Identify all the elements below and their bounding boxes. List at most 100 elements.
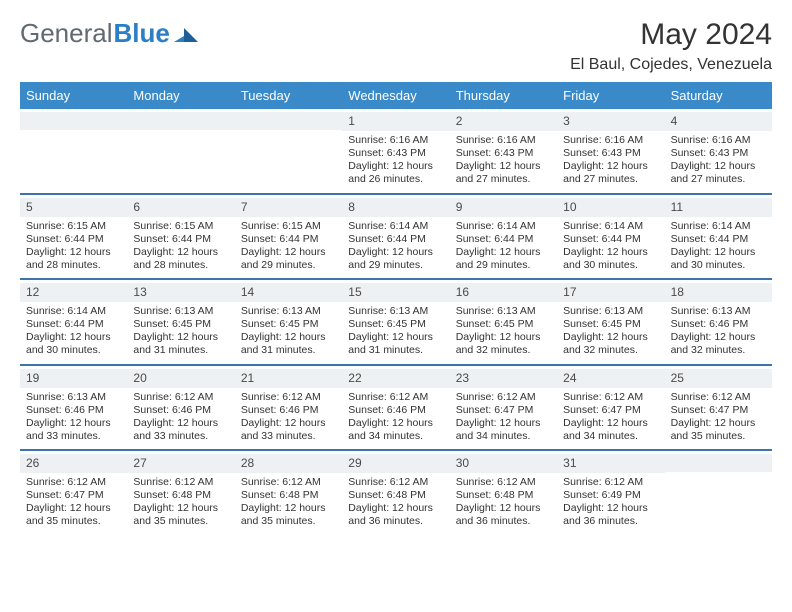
day-number: 15	[342, 283, 449, 302]
daylight-line: Daylight: 12 hours and 30 minutes.	[563, 246, 658, 272]
daylight-line: Daylight: 12 hours and 35 minutes.	[26, 502, 121, 528]
day-number: 26	[20, 454, 127, 473]
daylight-line: Daylight: 12 hours and 26 minutes.	[348, 160, 443, 186]
day-body: Sunrise: 6:13 AMSunset: 6:45 PMDaylight:…	[133, 305, 228, 358]
daylight-line: Daylight: 12 hours and 35 minutes.	[671, 417, 766, 443]
day-cell: 5Sunrise: 6:15 AMSunset: 6:44 PMDaylight…	[20, 195, 127, 279]
day-number: 1	[342, 112, 449, 131]
day-cell: 18Sunrise: 6:13 AMSunset: 6:46 PMDayligh…	[665, 280, 772, 364]
sunset-line: Sunset: 6:46 PM	[348, 404, 443, 417]
day-number: 18	[665, 283, 772, 302]
day-cell: 25 Sunrise: 6:12 AMSunset: 6:47 PMDayligh…	[665, 366, 772, 450]
day-number: 14	[235, 283, 342, 302]
week-row: 1Sunrise: 6:16 AMSunset: 6:43 PMDaylight…	[20, 109, 772, 193]
day-body: Sunrise: 6:13 AMSunset: 6:46 PMDaylight:…	[26, 391, 121, 444]
sunrise-line: Sunrise: 6:13 AM	[563, 305, 658, 318]
sunrise-line: Sunrise: 6:12 AM	[563, 476, 658, 489]
day-body: Sunrise: 6:14 AMSunset: 6:44 PMDaylight:…	[26, 305, 121, 358]
day-cell: 3 Sunrise: 6:16 AMSunset: 6:43 PMDaylight…	[557, 109, 664, 193]
day-body: Sunrise: 6:13 AMSunset: 6:45 PMDaylight:…	[348, 305, 443, 358]
day-body: Sunrise: 6:13 AMSunset: 6:45 PMDaylight:…	[241, 305, 336, 358]
day-cell: 21Sunrise: 6:12 AMSunset: 6:46 PMDayligh…	[235, 366, 342, 450]
daylight-line: Daylight: 12 hours and 32 minutes.	[563, 331, 658, 357]
sunset-line: Sunset: 6:47 PM	[563, 404, 658, 417]
daylight-line: Daylight: 12 hours and 34 minutes.	[348, 417, 443, 443]
daylight-line: Daylight: 12 hours and 31 minutes.	[241, 331, 336, 357]
day-body: Sunrise: 6:12 AMSunset: 6:48 PMDaylight:…	[456, 476, 551, 529]
daylight-line: Daylight: 12 hours and 34 minutes.	[456, 417, 551, 443]
day-cell	[127, 109, 234, 193]
sunset-line: Sunset: 6:44 PM	[671, 233, 766, 246]
weekday-header: Monday	[127, 82, 234, 109]
week-separator	[20, 193, 772, 195]
daylight-line: Daylight: 12 hours and 36 minutes.	[563, 502, 658, 528]
sunset-line: Sunset: 6:44 PM	[26, 233, 121, 246]
weekday-header: Saturday	[665, 82, 772, 109]
logo-mark-icon	[174, 18, 198, 49]
day-number	[235, 112, 342, 130]
week-row: 5Sunrise: 6:15 AMSunset: 6:44 PMDaylight…	[20, 195, 772, 279]
sunset-line: Sunset: 6:44 PM	[456, 233, 551, 246]
sunrise-line: Sunrise: 6:16 AM	[348, 134, 443, 147]
sunset-line: Sunset: 6:46 PM	[241, 404, 336, 417]
day-number: 8	[342, 198, 449, 217]
day-cell	[665, 451, 772, 535]
day-body: Sunrise: 6:12 AMSunset: 6:47 PMDaylight:…	[26, 476, 121, 529]
weekday-header: Thursday	[450, 82, 557, 109]
day-cell: 26 Sunrise: 6:12 AMSunset: 6:47 PMDayligh…	[20, 451, 127, 535]
day-body: Sunrise: 6:12 AMSunset: 6:48 PMDaylight:…	[348, 476, 443, 529]
day-number: 20	[127, 369, 234, 388]
daylight-line: Daylight: 12 hours and 30 minutes.	[26, 331, 121, 357]
day-number: 6	[127, 198, 234, 217]
brand-logo: GeneralBlue	[20, 18, 198, 49]
day-number: 25	[665, 369, 772, 388]
sunset-line: Sunset: 6:44 PM	[348, 233, 443, 246]
day-number: 28	[235, 454, 342, 473]
day-number: 7	[235, 198, 342, 217]
day-number: 3	[557, 112, 664, 131]
day-cell: 19Sunrise: 6:13 AMSunset: 6:46 PMDayligh…	[20, 366, 127, 450]
sunset-line: Sunset: 6:43 PM	[563, 147, 658, 160]
sunrise-line: Sunrise: 6:14 AM	[563, 220, 658, 233]
daylight-line: Daylight: 12 hours and 30 minutes.	[671, 246, 766, 272]
day-body: Sunrise: 6:12 AMSunset: 6:47 PMDaylight:…	[671, 391, 766, 444]
day-cell: 8Sunrise: 6:14 AMSunset: 6:44 PMDaylight…	[342, 195, 449, 279]
day-number: 4	[665, 112, 772, 131]
day-number: 13	[127, 283, 234, 302]
daylight-line: Daylight: 12 hours and 35 minutes.	[241, 502, 336, 528]
sunrise-line: Sunrise: 6:12 AM	[563, 391, 658, 404]
sunset-line: Sunset: 6:44 PM	[241, 233, 336, 246]
calendar-page: GeneralBlue May 2024 El Baul, Cojedes, V…	[0, 0, 792, 612]
day-cell: 20Sunrise: 6:12 AMSunset: 6:46 PMDayligh…	[127, 366, 234, 450]
day-body: Sunrise: 6:15 AMSunset: 6:44 PMDaylight:…	[133, 220, 228, 273]
day-number	[665, 454, 772, 472]
sunset-line: Sunset: 6:44 PM	[26, 318, 121, 331]
day-cell: 9Sunrise: 6:14 AMSunset: 6:44 PMDaylight…	[450, 195, 557, 279]
sunrise-line: Sunrise: 6:12 AM	[456, 391, 551, 404]
day-body: Sunrise: 6:12 AMSunset: 6:47 PMDaylight:…	[456, 391, 551, 444]
day-number: 31	[557, 454, 664, 473]
weekday-header: Friday	[557, 82, 664, 109]
day-body: Sunrise: 6:16 AMSunset: 6:43 PMDaylight:…	[563, 134, 658, 187]
week-separator	[20, 278, 772, 280]
sunset-line: Sunset: 6:48 PM	[348, 489, 443, 502]
sunset-line: Sunset: 6:45 PM	[456, 318, 551, 331]
weekday-header: Tuesday	[235, 82, 342, 109]
sunrise-line: Sunrise: 6:12 AM	[133, 476, 228, 489]
daylight-line: Daylight: 12 hours and 29 minutes.	[348, 246, 443, 272]
week-row: 19Sunrise: 6:13 AMSunset: 6:46 PMDayligh…	[20, 366, 772, 450]
week-row: 26 Sunrise: 6:12 AMSunset: 6:47 PMDayligh…	[20, 451, 772, 535]
day-cell: 29Sunrise: 6:12 AMSunset: 6:48 PMDayligh…	[342, 451, 449, 535]
day-cell: 27Sunrise: 6:12 AMSunset: 6:48 PMDayligh…	[127, 451, 234, 535]
day-body: Sunrise: 6:16 AMSunset: 6:43 PMDaylight:…	[671, 134, 766, 187]
logo-text-general: General	[20, 18, 113, 49]
daylight-line: Daylight: 12 hours and 36 minutes.	[456, 502, 551, 528]
week-row: 12Sunrise: 6:14 AMSunset: 6:44 PMDayligh…	[20, 280, 772, 364]
calendar-grid: Sunday Monday Tuesday Wednesday Thursday…	[20, 82, 772, 535]
day-number: 24	[557, 369, 664, 388]
daylight-line: Daylight: 12 hours and 27 minutes.	[563, 160, 658, 186]
week-separator	[20, 364, 772, 366]
sunrise-line: Sunrise: 6:13 AM	[241, 305, 336, 318]
month-title: May 2024	[570, 18, 772, 52]
daylight-line: Daylight: 12 hours and 27 minutes.	[456, 160, 551, 186]
